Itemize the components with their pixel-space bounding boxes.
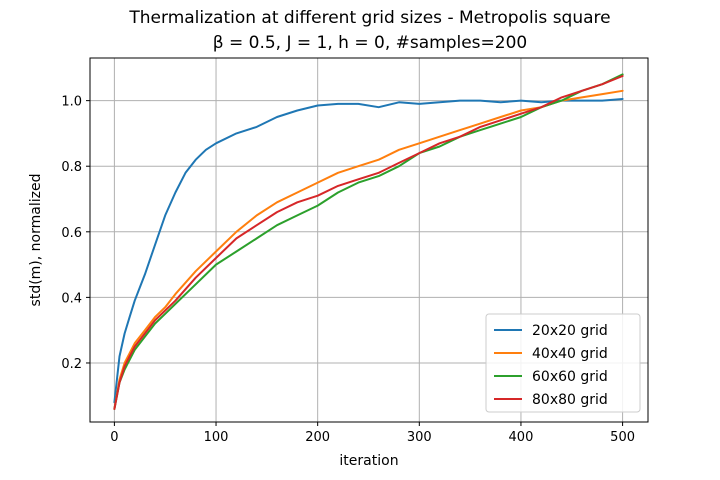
legend-label: 60x60 grid <box>532 369 608 385</box>
legend: 20x20 grid 40x40 grid 60x60 grid 80x80 grid <box>485 313 641 413</box>
y-tick-label: 0.2 <box>61 357 82 372</box>
x-tick-label: 100 <box>204 430 229 445</box>
x-tick-label: 0 <box>110 430 118 445</box>
plot-frame <box>89 57 649 423</box>
chart-subtitle: β = 0.5, J = 1, h = 0, #samples=200 <box>213 33 527 53</box>
series-lines <box>113 73 624 410</box>
y-tick-label: 0.4 <box>61 291 82 306</box>
y-axis-label: std(m), normalized <box>28 174 44 307</box>
x-tick-label: 300 <box>407 430 432 445</box>
y-tick-label: 0.8 <box>61 160 82 175</box>
x-axis-label: iteration <box>339 453 398 469</box>
series-line-60x60-grid <box>113 73 624 410</box>
legend-label: 40x40 grid <box>532 346 608 362</box>
series-line-20x20-grid <box>113 98 624 404</box>
series-line-80x80-grid <box>113 75 624 410</box>
legend-label: 80x80 grid <box>532 392 608 408</box>
y-tick-label: 1.0 <box>61 95 82 110</box>
x-tick-label: 200 <box>305 430 330 445</box>
x-tick-label: 400 <box>509 430 534 445</box>
series-line-40x40-grid <box>113 89 624 410</box>
legend-box <box>485 313 641 413</box>
axis-ticks: 0 100 200 300 400 500 0.2 0.4 0.6 0.8 1.0 <box>61 95 635 445</box>
legend-label: 20x20 grid <box>532 323 608 339</box>
y-tick-label: 0.6 <box>61 226 82 241</box>
x-tick-label: 500 <box>610 430 635 445</box>
chart-title: Thermalization at different grid sizes -… <box>128 8 610 28</box>
